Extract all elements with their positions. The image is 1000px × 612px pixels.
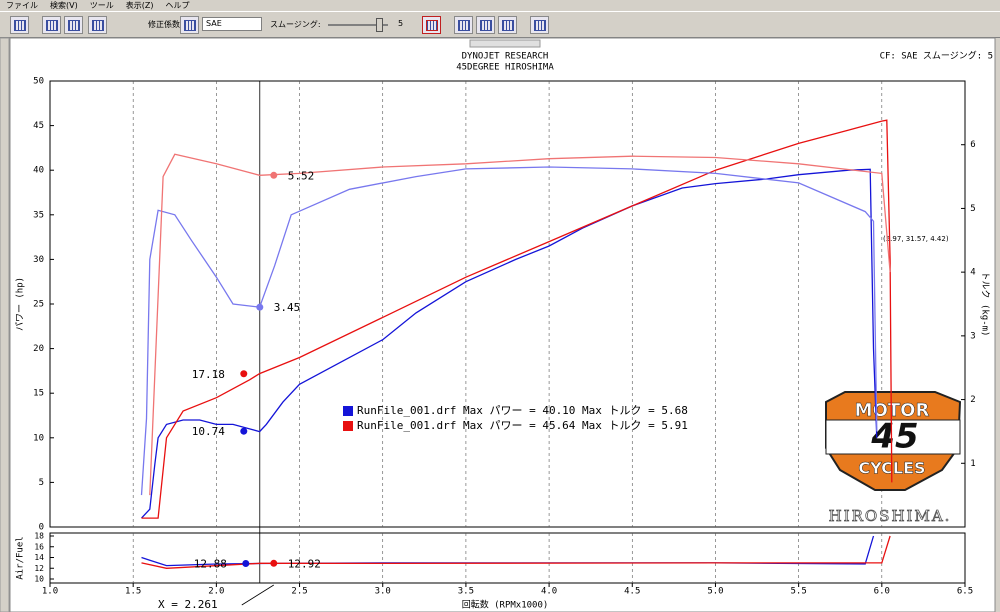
- readout-label: 3.45: [274, 301, 301, 314]
- y-axis-label: パワー (hp): [15, 277, 26, 331]
- logo: MOTOR 45 CYCLES HIROSHIMA.: [825, 391, 962, 525]
- chart: DYNOJET RESEARCH 45DEGREE HIROSHIMA CF: …: [0, 37, 996, 612]
- afr-tick-label: 16: [34, 542, 44, 551]
- x-tick-label: 5.5: [791, 587, 807, 597]
- x-axis-label: 回転数 (RPMx1000): [462, 599, 549, 611]
- afr-tick-label: 18: [34, 532, 44, 541]
- y-tick-label: 30: [33, 255, 44, 265]
- readout-label: 12.92: [288, 557, 321, 570]
- readout-point: [256, 303, 264, 311]
- y-tick-label: 25: [33, 300, 44, 310]
- menu-item[interactable]: ヘルプ: [165, 1, 190, 10]
- menu-item[interactable]: ツール: [89, 1, 114, 10]
- tool-button[interactable]: [10, 16, 29, 34]
- x-tick-label: 6.0: [874, 587, 890, 597]
- logo-band: [825, 419, 961, 455]
- toolbar: 修正係数: SAE スムージング: 5: [0, 11, 1000, 38]
- splitter-handle[interactable]: [469, 39, 541, 48]
- smoothing-label: スムージング:: [270, 20, 321, 29]
- readout-label: 10.74: [192, 425, 225, 438]
- legend: [340, 403, 590, 435]
- y-tick-label: 40: [33, 166, 44, 176]
- series-line: [140, 166, 878, 496]
- x-tick-label: 4.5: [624, 587, 640, 597]
- tool-button[interactable]: [498, 16, 517, 34]
- readout-label: 12.88: [194, 558, 227, 571]
- y-tick-label: 20: [33, 344, 44, 354]
- series-line: [141, 168, 878, 519]
- tool-button[interactable]: [180, 16, 199, 34]
- tool-button[interactable]: [530, 16, 549, 34]
- y-tick-label: 35: [33, 210, 44, 220]
- afr-axis-label: Air/Fuel: [16, 536, 26, 579]
- x-tick-label: 2.0: [208, 587, 224, 597]
- y2-tick-label: 3: [970, 331, 975, 341]
- chart-panel: [9, 37, 996, 612]
- tool-button[interactable]: [476, 16, 495, 34]
- menu-item[interactable]: ファイル: [6, 1, 38, 10]
- chart-subtitle: 45DEGREE HIROSHIMA: [456, 63, 554, 73]
- y-tick-label: 15: [33, 389, 44, 399]
- annotation: (5.97, 31.57, 4.42): [883, 235, 949, 243]
- afr-tick-label: 12: [34, 564, 44, 573]
- readout-label: 17.18: [192, 368, 225, 381]
- x-tick-label: 1.0: [42, 587, 58, 597]
- x-tick-label: 4.0: [541, 587, 557, 597]
- y-tick-label: 10: [33, 433, 44, 443]
- legend-swatch: [343, 406, 353, 416]
- readout-point: [240, 370, 248, 378]
- readout-point: [242, 560, 250, 568]
- y-tick-label: 50: [33, 77, 44, 87]
- menu-bar: ファイル 検索(V) ツール 表示(Z) ヘルプ: [0, 0, 1000, 11]
- y-tick-label: 5: [39, 478, 44, 488]
- correction-select[interactable]: SAE: [202, 17, 262, 31]
- series-line: [141, 119, 893, 519]
- cursor-label: X = 2.261: [158, 598, 218, 611]
- menu-item[interactable]: 検索(V): [50, 1, 78, 10]
- chart-settings: CF: SAE スムージング: 5: [880, 50, 993, 62]
- legend-swatch: [343, 421, 353, 431]
- y2-tick-label: 4: [970, 268, 975, 278]
- tool-button[interactable]: [64, 16, 83, 34]
- tool-button[interactable]: [454, 16, 473, 34]
- logo-number: 45: [870, 417, 918, 457]
- x-tick-label: 6.5: [957, 587, 973, 597]
- legend-label: RunFile_001.drf Max パワー = 45.64 Max トルク …: [357, 419, 688, 432]
- x-tick-label: 3.5: [458, 587, 474, 597]
- smoothing-value: 5: [398, 19, 404, 28]
- y2-tick-label: 6: [970, 140, 975, 150]
- y-tick-label: 45: [33, 121, 44, 131]
- y2-tick-label: 2: [970, 395, 975, 405]
- series-line: [141, 535, 891, 569]
- series-line: [149, 153, 891, 496]
- y-tick-label: 0: [39, 523, 44, 533]
- cursor-leader: [241, 584, 274, 606]
- afr-tick-label: 14: [34, 553, 44, 562]
- readout-point: [270, 559, 278, 567]
- logo-text: MOTOR: [855, 400, 930, 421]
- y2-tick-label: 1: [970, 459, 975, 469]
- slider-thumb[interactable]: [376, 18, 383, 32]
- menu-item[interactable]: 表示(Z): [125, 1, 154, 10]
- y2-tick-label: 5: [970, 204, 975, 214]
- smoothing-slider[interactable]: [328, 24, 388, 26]
- x-tick-label: 2.5: [291, 587, 307, 597]
- correction-label: 修正係数:: [148, 20, 183, 29]
- readout-label: 5.52: [288, 169, 315, 182]
- afr-tick-label: 10: [34, 575, 44, 584]
- y2-axis-label: トルク (kg-m): [980, 272, 991, 337]
- x-tick-label: 1.5: [125, 587, 141, 597]
- readout-point: [240, 427, 248, 435]
- tool-button[interactable]: [88, 16, 107, 34]
- chart-title: DYNOJET RESEARCH: [462, 52, 549, 62]
- x-tick-label: 5.0: [707, 587, 723, 597]
- readout-point: [270, 171, 278, 179]
- legend-label: RunFile_001.drf Max パワー = 40.10 Max トルク …: [357, 404, 688, 417]
- tool-button[interactable]: [422, 16, 441, 34]
- tool-button[interactable]: [42, 16, 61, 34]
- x-tick-label: 3.0: [375, 587, 391, 597]
- logo-caption: HIROSHIMA.: [829, 507, 952, 525]
- scroll-strip[interactable]: [0, 37, 10, 612]
